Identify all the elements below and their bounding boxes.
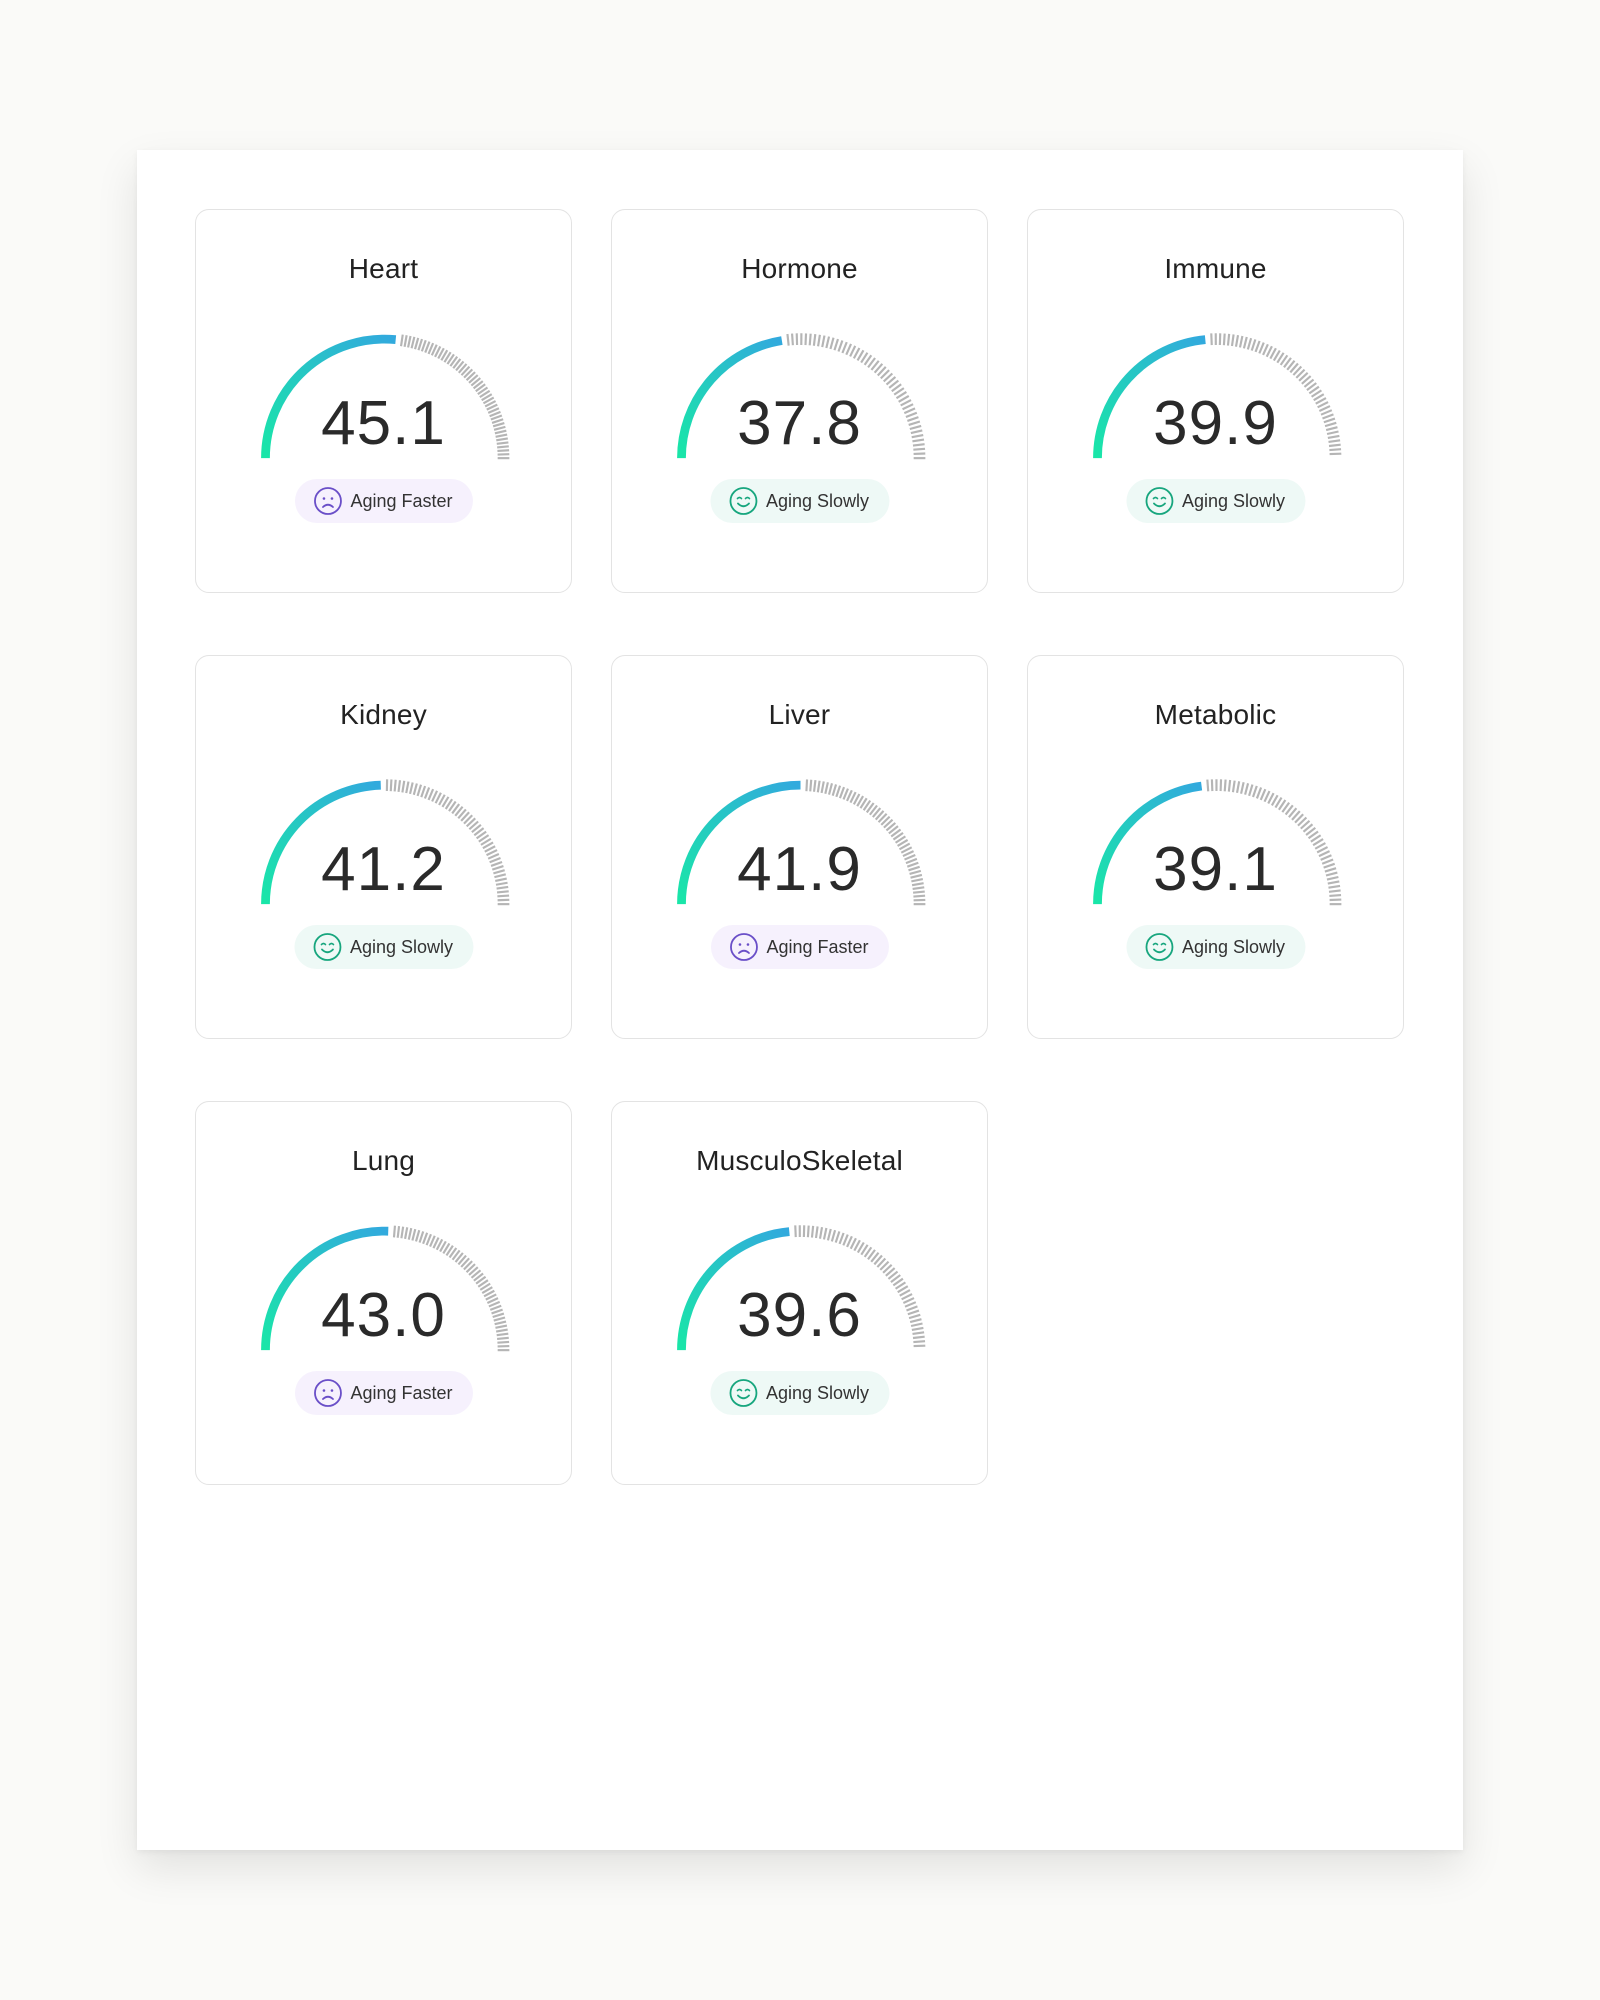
card-title: Immune [1164, 253, 1267, 284]
gauge-value: 39.1 [1153, 835, 1278, 904]
organ-card-hormone: Hormone 37.8 Aging Slowly [611, 209, 988, 593]
gauge-value: 37.8 [737, 389, 862, 458]
gauge-value: 39.9 [1153, 389, 1278, 458]
gauge-arc [677, 779, 926, 906]
smile-face-icon [729, 487, 757, 515]
status-label: Aging Slowly [765, 1382, 870, 1403]
gauge-arc [261, 779, 510, 906]
gauge-progress-arc [677, 780, 801, 905]
organ-card-metabolic: Metabolic 39.1 Aging Slowly [1027, 655, 1404, 1039]
gauge-remaining-ticks [399, 334, 510, 460]
status-badge: Aging Faster [294, 479, 473, 523]
report-sheet: Heart 45.1 Aging Faster Hormone 37.8 Agi… [137, 150, 1463, 1850]
card-title: MusculoSkeletal [696, 1145, 903, 1176]
gauge-progress-arc [677, 336, 783, 459]
smile-face-icon [1145, 933, 1173, 961]
status-label: Aging Faster [766, 936, 869, 957]
status-badge: Aging Faster [294, 1371, 473, 1415]
status-badge: Aging Slowly [1125, 479, 1306, 523]
frown-face-icon [729, 933, 758, 961]
status-label: Aging Slowly [1181, 936, 1286, 957]
card-title: Metabolic [1154, 699, 1277, 730]
status-label: Aging Slowly [1181, 490, 1286, 511]
frown-face-icon [313, 1379, 342, 1407]
card-title: Liver [768, 699, 831, 730]
gauge-remaining-ticks [385, 779, 510, 906]
card-title: Kidney [340, 699, 427, 730]
gauge-progress-arc [261, 1226, 389, 1351]
gauge-arc [261, 334, 510, 460]
smile-face-icon [313, 933, 341, 961]
status-label: Aging Slowly [765, 490, 870, 511]
card-title: Lung [351, 1145, 416, 1176]
gauge-arc [1093, 779, 1342, 906]
gauge-arc [677, 333, 926, 460]
organ-card-immune: Immune 39.9 Aging Slowly [1027, 209, 1404, 593]
gauge-value: 43.0 [321, 1281, 446, 1350]
gauge-value: 45.1 [321, 389, 446, 458]
gauge-progress-arc [261, 334, 397, 459]
gauge-progress-arc [677, 1227, 790, 1351]
gauge-progress-arc [1093, 781, 1203, 905]
gauge-remaining-ticks [1210, 333, 1342, 456]
status-label: Aging Faster [350, 490, 453, 511]
organ-card-musculoskeletal: MusculoSkeletal 39.6 Aging Slowly [611, 1101, 988, 1485]
organ-card-kidney: Kidney 41.2 Aging Slowly [195, 655, 572, 1039]
organ-card-heart: Heart 45.1 Aging Faster [195, 209, 572, 593]
status-badge: Aging Slowly [709, 479, 890, 523]
gauge-remaining-ticks [805, 779, 926, 906]
card-title: Heart [348, 253, 419, 284]
gauge-remaining-ticks [786, 333, 926, 460]
smile-face-icon [729, 1379, 757, 1407]
status-label: Aging Slowly [349, 936, 454, 957]
smile-face-icon [1145, 487, 1173, 515]
gauge-remaining-ticks [794, 1225, 926, 1348]
frown-face-icon [313, 487, 342, 515]
gauge-progress-arc [261, 780, 381, 905]
gauge-progress-arc [1093, 335, 1206, 459]
gauge-arc [261, 1225, 510, 1352]
gauge-remaining-ticks [392, 1225, 510, 1352]
status-badge: Aging Slowly [709, 1371, 890, 1415]
organ-age-grid: Heart 45.1 Aging Faster Hormone 37.8 Agi… [195, 209, 1404, 1485]
gauge-arc [677, 1225, 926, 1351]
organ-card-lung: Lung 43.0 Aging Faster [195, 1101, 572, 1485]
status-badge: Aging Faster [710, 925, 889, 969]
gauge-value: 41.9 [737, 835, 862, 904]
gauge-value: 39.6 [737, 1281, 862, 1350]
status-badge: Aging Slowly [1125, 925, 1306, 969]
status-label: Aging Faster [350, 1382, 453, 1403]
organ-card-liver: Liver 41.9 Aging Faster [611, 655, 988, 1039]
status-badge: Aging Slowly [293, 925, 474, 969]
gauge-remaining-ticks [1206, 779, 1342, 906]
gauge-arc [1093, 333, 1342, 459]
gauge-value: 41.2 [321, 835, 446, 904]
card-title: Hormone [741, 253, 858, 284]
